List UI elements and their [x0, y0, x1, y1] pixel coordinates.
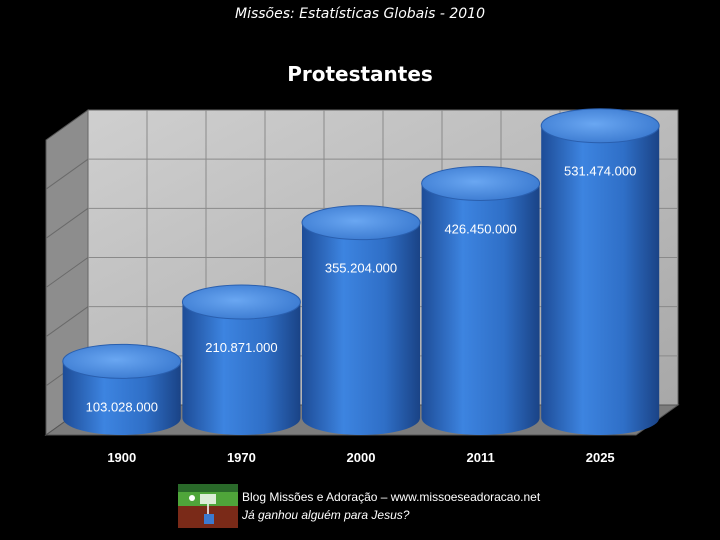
bar-top	[62, 343, 182, 379]
slide-header: Missões: Estatísticas Globais - 2010	[234, 6, 485, 22]
x-tick-label: 1970	[227, 450, 256, 465]
bar-body	[62, 361, 181, 435]
bar-top	[181, 284, 301, 320]
footer: Blog Missões e Adoração – www.missoesead…	[178, 484, 678, 532]
gridline-side	[45, 158, 89, 190]
bar-body	[541, 125, 660, 435]
x-tick-label: 2025	[586, 450, 615, 465]
bar-top	[540, 108, 660, 144]
bar-1900: 103.028.000	[62, 343, 182, 435]
gridline-side	[45, 306, 89, 338]
chart-title: Protestantes	[287, 62, 433, 86]
mission-scene-icon	[178, 484, 238, 528]
x-tick-label: 2000	[347, 450, 376, 465]
bars-group: 103.028.000 210.871.000 355.204.000 426.450…	[62, 108, 660, 435]
data-label: 103.028.000	[86, 399, 158, 414]
data-label: 531.474.000	[564, 164, 636, 179]
data-label: 355.204.000	[325, 261, 397, 276]
bar-2000: 355.204.000	[301, 205, 421, 435]
bar-2025: 531.474.000	[540, 108, 660, 435]
footer-blog-text: Blog Missões e Adoração – www.missoesead…	[242, 490, 541, 504]
gridline-side	[45, 257, 89, 288]
gridline-side	[45, 207, 89, 239]
x-tick-label: 1900	[107, 450, 136, 465]
data-label: 426.450.000	[444, 221, 516, 236]
bar-1970: 210.871.000	[181, 284, 301, 435]
data-label: 210.871.000	[205, 340, 277, 355]
bar-body	[182, 302, 301, 435]
bar-body	[421, 183, 540, 435]
x-axis-labels: 1900 1970 2000 2011 2025	[107, 450, 614, 465]
x-tick-label: 2011	[466, 450, 494, 465]
bar-top	[421, 165, 541, 201]
bar-top	[301, 205, 421, 241]
footer-tagline: Já ganhou alguém para Jesus?	[242, 508, 410, 522]
bar-body	[302, 222, 420, 435]
bar-2011: 426.450.000	[421, 165, 541, 435]
